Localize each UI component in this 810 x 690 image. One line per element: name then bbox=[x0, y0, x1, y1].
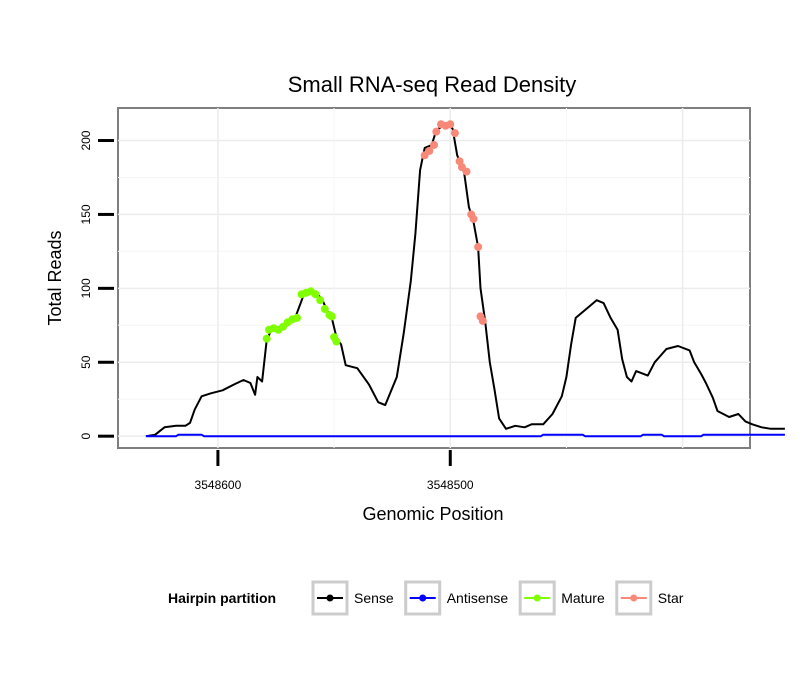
star-point bbox=[474, 242, 483, 251]
mature-point bbox=[262, 334, 271, 343]
legend-title: Hairpin partition bbox=[168, 590, 276, 606]
axes: 0 50 100 150 200 3548600 3548500 bbox=[79, 130, 474, 492]
mature-point bbox=[311, 290, 320, 299]
legend-key-marker bbox=[326, 594, 334, 602]
legend-label: Antisense bbox=[447, 590, 509, 606]
plot-area bbox=[117, 107, 751, 449]
legend-item-antisense: Antisense bbox=[404, 580, 509, 616]
y-axis-title: Total Reads bbox=[45, 230, 65, 325]
y-tick-label: 0 bbox=[79, 433, 93, 440]
legend-label: Mature bbox=[561, 590, 605, 606]
legend-key-marker bbox=[419, 594, 427, 602]
y-tick-label: 100 bbox=[79, 278, 93, 298]
legend-label: Sense bbox=[354, 590, 394, 606]
legend-item-mature: Mature bbox=[518, 580, 605, 616]
legend-keys: Sense Antisense Mature Star bbox=[311, 580, 684, 616]
mature-point bbox=[316, 296, 325, 305]
legend-item-star: Star bbox=[615, 580, 684, 616]
star-point bbox=[462, 167, 471, 176]
legend-label: Star bbox=[658, 590, 684, 606]
star-point bbox=[446, 120, 455, 129]
star-point bbox=[430, 140, 438, 149]
mature-point bbox=[332, 337, 341, 346]
mature-point bbox=[327, 312, 336, 321]
gridlines bbox=[118, 108, 750, 448]
legend-key-marker bbox=[630, 594, 638, 602]
star-point bbox=[425, 146, 434, 155]
x-tick-label: 3548600 bbox=[195, 478, 242, 492]
star-point bbox=[432, 127, 441, 136]
mature-point bbox=[320, 305, 329, 314]
star-point bbox=[478, 316, 487, 325]
legend-item-sense: Sense bbox=[311, 580, 394, 616]
y-tick-label: 50 bbox=[79, 355, 93, 369]
x-tick-label: 3548500 bbox=[427, 478, 474, 492]
star-point bbox=[450, 129, 459, 138]
legend-key-marker bbox=[533, 594, 541, 602]
y-tick-label: 200 bbox=[79, 130, 93, 150]
chart-title: Small RNA-seq Read Density bbox=[288, 72, 577, 97]
legend: Hairpin partition Sense Antisense Mature St… bbox=[168, 580, 684, 616]
antisense-series-line bbox=[145, 433, 785, 438]
y-tick-label: 150 bbox=[79, 204, 93, 224]
x-axis-title: Genomic Position bbox=[362, 504, 503, 524]
series-layer bbox=[145, 120, 785, 438]
mature-point bbox=[292, 313, 301, 322]
star-point bbox=[469, 214, 478, 223]
